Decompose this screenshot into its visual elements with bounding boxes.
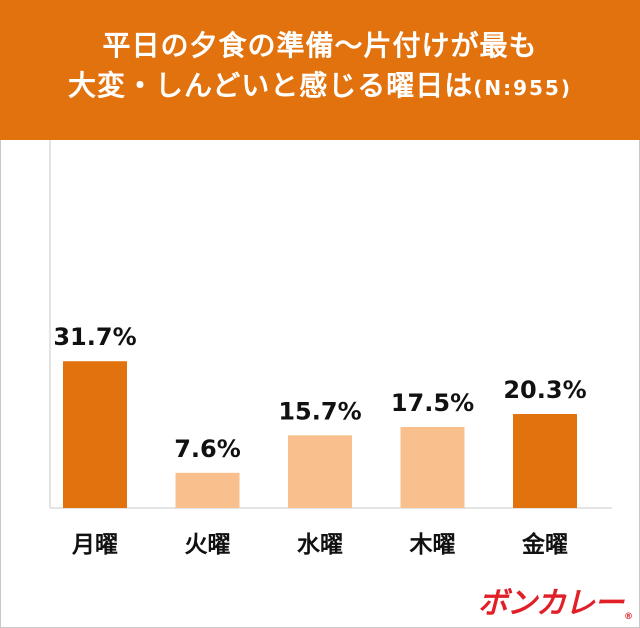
sample-size-note: (N:955) (473, 76, 572, 100)
category-label-0: 月曜 (71, 532, 118, 558)
registered-mark: ® (624, 612, 633, 622)
chart-title-line-2-text: 大変・しんどいと感じる曜日は (68, 69, 474, 102)
category-label-2: 水曜 (297, 532, 343, 558)
chart-title-line-2: 大変・しんどいと感じる曜日は(N:955) (0, 66, 640, 108)
value-label-3: 17.5% (391, 389, 474, 417)
bar-4 (513, 414, 577, 508)
category-label-1: 火曜 (185, 532, 231, 558)
value-label-2: 15.7% (278, 397, 361, 425)
boncurry-logo: ボンカレー® (478, 578, 633, 622)
value-label-1: 7.6% (174, 435, 241, 463)
chart-title-line-1: 平日の夕食の準備〜片付けが最も (102, 29, 538, 62)
value-label-0: 31.7% (53, 323, 136, 351)
chart-header: 平日の夕食の準備〜片付けが最も 大変・しんどいと感じる曜日は(N:955) (0, 0, 640, 140)
category-label-4: 金曜 (521, 531, 568, 558)
category-label-3: 木曜 (409, 532, 456, 558)
bar-chart: 31.7% 月曜 7.6% 火曜 15.7% 水曜 17.5% 木曜 20.3% 金曜 (49, 140, 612, 558)
bar-3 (400, 426, 465, 508)
bar-2 (288, 435, 352, 508)
value-label-4: 20.3% (503, 376, 586, 404)
bar-1 (175, 472, 240, 508)
logo-text: ボンカレー (478, 586, 624, 621)
bar-0 (63, 361, 127, 508)
